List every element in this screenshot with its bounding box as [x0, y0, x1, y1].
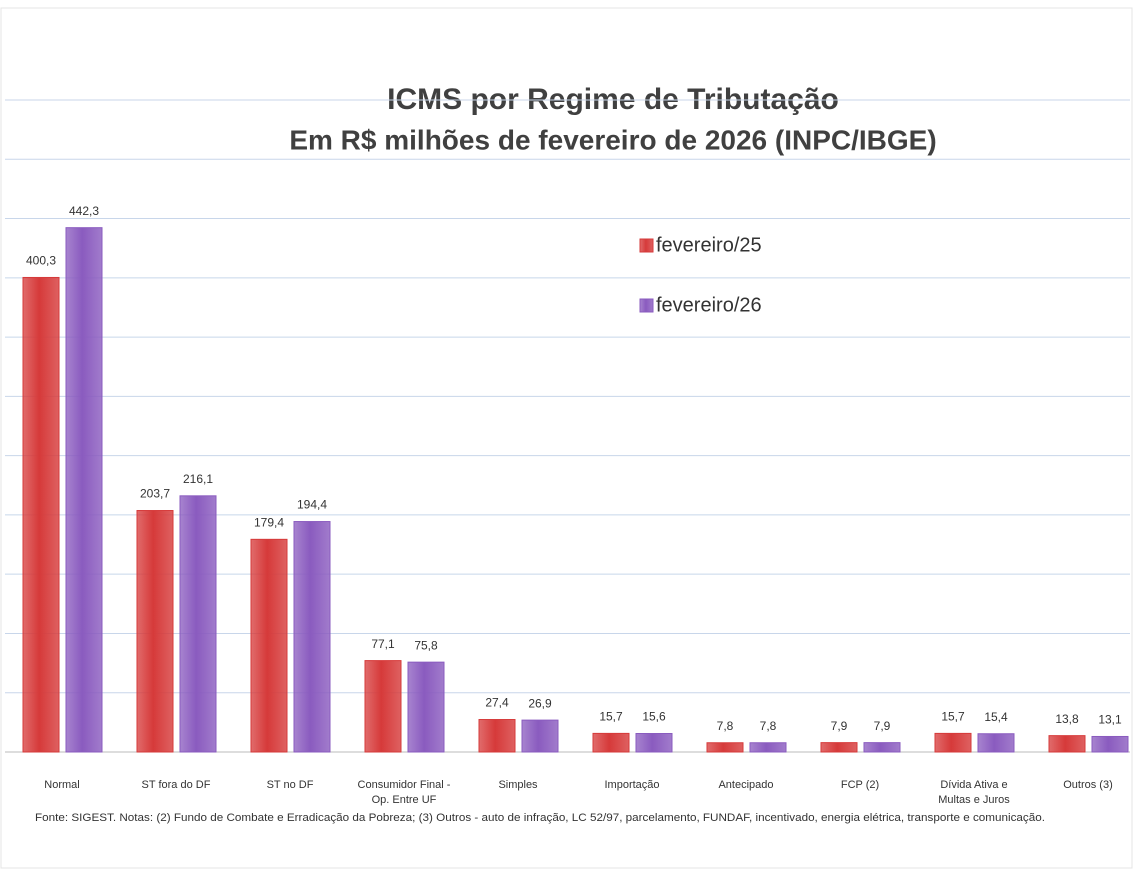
value-label: 179,4: [254, 516, 284, 530]
bar: [65, 227, 103, 753]
value-label: 442,3: [69, 204, 99, 218]
x-tick-label: Dívida Ativa e Multas e Juros: [938, 779, 1010, 806]
bar: [179, 495, 217, 753]
value-label: 75,8: [414, 638, 438, 652]
bar: [820, 742, 858, 753]
bar: [293, 521, 331, 753]
value-label: 13,1: [1098, 713, 1122, 727]
x-tick-label: FCP (2): [840, 779, 880, 791]
value-label: 7,9: [831, 719, 848, 733]
footnote: Fonte: SIGEST. Notas: (2) Fundo de Comba…: [35, 812, 1045, 824]
bar: [706, 742, 744, 753]
bar: [407, 661, 445, 753]
value-label: 7,9: [874, 719, 891, 733]
x-tick-label: Normal: [44, 779, 80, 791]
bar: [478, 719, 516, 753]
value-label: 7,8: [717, 719, 734, 733]
value-label: 77,1: [371, 637, 395, 651]
bar: [521, 719, 559, 753]
value-label: 15,4: [984, 710, 1008, 724]
legend-label: fevereiro/25: [656, 234, 762, 256]
value-label: 194,4: [297, 498, 327, 512]
bar: [635, 733, 673, 753]
value-label: 203,7: [140, 487, 170, 501]
value-label: 15,7: [941, 710, 965, 724]
bar: [1091, 735, 1129, 753]
frame: [0, 7, 1133, 869]
x-tick-label: ST no DF: [266, 779, 314, 791]
value-label: 400,3: [26, 254, 56, 268]
bar: [250, 538, 288, 753]
legend-swatch: [639, 298, 654, 313]
x-tick-label: Antecipado: [718, 779, 774, 791]
value-label: 216,1: [183, 472, 213, 486]
bar: [1048, 735, 1086, 753]
bar: [749, 742, 787, 753]
x-tick-label: Consumidor Final - Op. Entre UF: [357, 779, 451, 806]
bar: [22, 276, 60, 753]
chart-subtitle: Em R$ milhões de fevereiro de 2026 (INPC…: [289, 124, 936, 155]
bar: [863, 742, 901, 753]
bar: [136, 510, 174, 753]
bar: [977, 733, 1015, 753]
x-tick-label: Outros (3): [1063, 779, 1113, 791]
bar: [592, 732, 630, 753]
value-label: 15,7: [599, 710, 623, 724]
x-tick-label: Simples: [498, 779, 538, 791]
value-label: 27,4: [485, 696, 509, 710]
value-label: 13,8: [1055, 712, 1079, 726]
legend-swatch: [639, 238, 654, 253]
chart-title: ICMS por Regime de Tributação: [387, 83, 839, 116]
x-tick-label: Importação: [604, 779, 660, 791]
legend-label: fevereiro/26: [656, 294, 762, 316]
value-label: 26,9: [528, 696, 552, 710]
bar: [364, 660, 402, 753]
value-label: 7,8: [760, 719, 777, 733]
value-label: 15,6: [642, 710, 666, 724]
bar: [934, 732, 972, 753]
x-tick-label: ST fora do DF: [141, 779, 211, 791]
